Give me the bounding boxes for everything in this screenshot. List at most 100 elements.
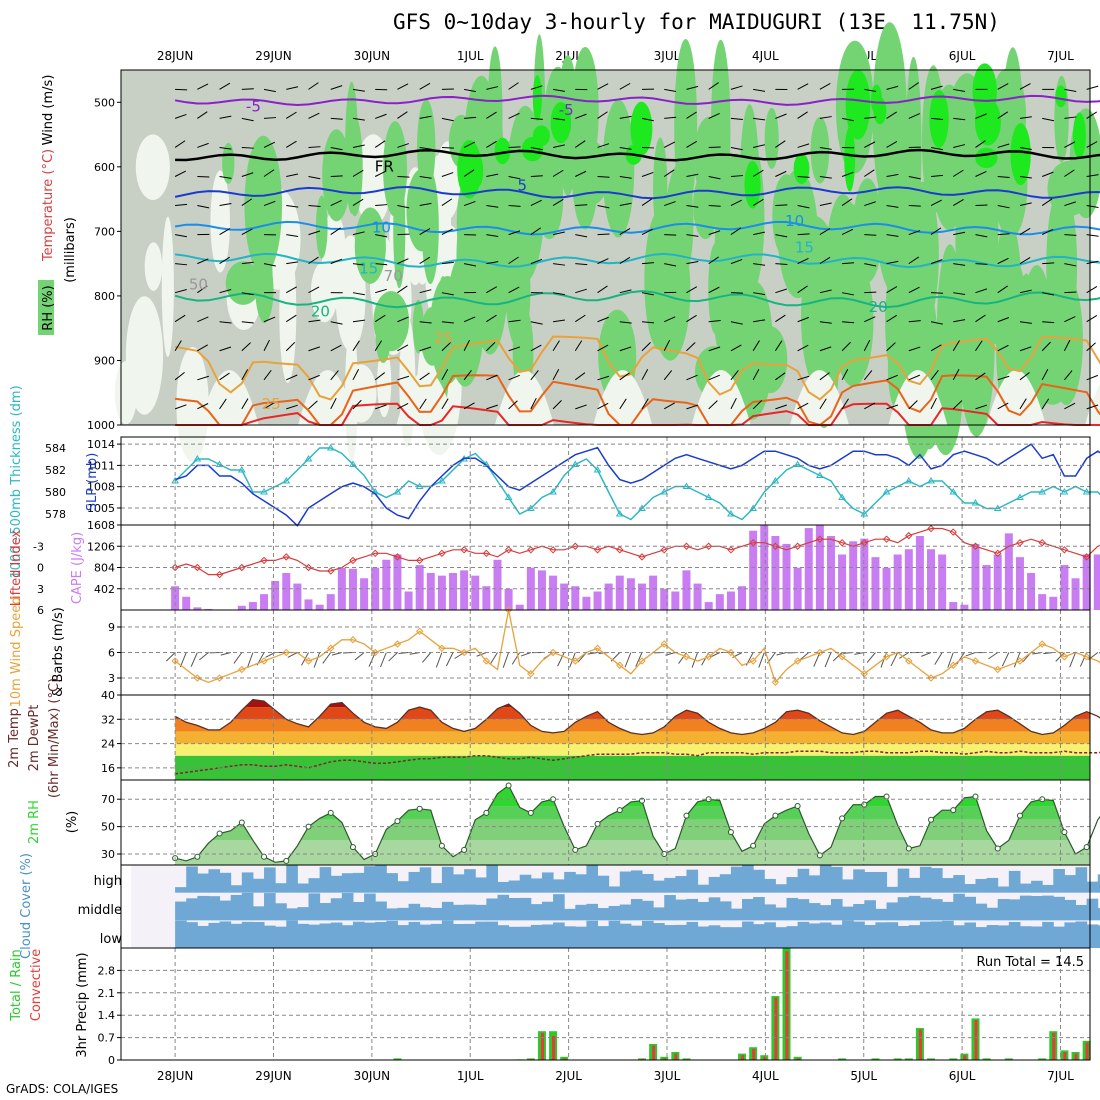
- wind-barb: [597, 258, 609, 265]
- date-label: 30JUN: [354, 49, 391, 63]
- lifted-index-marker: [838, 539, 846, 547]
- cloud-low-cell: [919, 921, 932, 948]
- wind-barb: [419, 372, 430, 381]
- cloud-low-cell: [786, 926, 799, 948]
- wind-barb: [753, 117, 766, 121]
- wind-barb: [575, 404, 587, 410]
- rh-unit-label: (%): [65, 811, 80, 834]
- wind-barb: [597, 285, 608, 294]
- wind-barb: [797, 205, 810, 209]
- precip-convective-bar: [1074, 1053, 1078, 1060]
- contour-label: 20: [869, 298, 888, 316]
- cloud-middle-cell: [708, 897, 721, 921]
- rh-saturated-patch: [494, 137, 511, 165]
- cloud-high-cell: [675, 876, 687, 893]
- wind-barb: [819, 146, 832, 150]
- wind-barb: [308, 176, 321, 180]
- cloud-low-cell: [886, 922, 899, 948]
- wind-barb: [463, 370, 472, 381]
- wind-barb: [753, 231, 766, 236]
- cloud-high-cell: [464, 869, 476, 893]
- wind-speed-marker: [371, 648, 379, 657]
- wind-barb: [975, 234, 988, 238]
- wind-barb: [552, 88, 565, 92]
- cloud-high-cell: [230, 885, 243, 893]
- thickness-series-marker: [260, 488, 268, 495]
- cloud-high-cell: [641, 873, 654, 893]
- wind-barb: [241, 369, 249, 381]
- wind-barb: [797, 344, 809, 352]
- wind-speed-marker: [616, 661, 624, 669]
- wind-barb: [1086, 374, 1098, 381]
- cloud-high-cell: [1008, 870, 1021, 893]
- cloud-high-cell: [297, 883, 310, 893]
- cloud-middle-cell: [630, 898, 643, 921]
- wind-speed-marker: [193, 674, 202, 682]
- wind-barb: [797, 111, 808, 119]
- wind-barb: [597, 402, 609, 410]
- wind-barb: [635, 652, 643, 667]
- contour-labels: -5 -5 FR 5 10 10 15 15 20 20 25 25 50 70: [189, 97, 888, 413]
- cloud-high-cell: [697, 884, 710, 893]
- cape-bar: [682, 570, 691, 610]
- rh-moist-patch: [498, 138, 530, 248]
- cloud-low-cell: [230, 923, 243, 948]
- wind-barb: [352, 399, 362, 410]
- cloud-high-cell: [708, 876, 721, 893]
- wind-barb: [686, 111, 697, 119]
- cloud-low-cell: [375, 922, 387, 948]
- cloud-high-cell: [597, 875, 610, 893]
- lifted-index-marker: [549, 546, 557, 554]
- rh-marker: [883, 793, 890, 800]
- y-tick-label: 1206: [87, 540, 115, 553]
- wind-barb: [597, 233, 610, 236]
- cape-bar: [1015, 557, 1024, 610]
- wind-barb: [664, 141, 676, 148]
- thickness-series-marker: [660, 488, 669, 495]
- temp-label: 2m Temp: [7, 708, 22, 768]
- y-tick-label: 600: [94, 161, 115, 174]
- contour-label: 15: [359, 259, 378, 277]
- wind-barb: [886, 140, 898, 148]
- rh-moist-patch: [571, 118, 599, 230]
- wind-barb: [797, 258, 809, 265]
- wind-barb: [552, 169, 564, 177]
- cloud-low-cell: [1042, 921, 1054, 948]
- precip-hgrid: [121, 969, 1090, 1061]
- wind-barb: [997, 111, 1009, 119]
- wind-barb: [552, 340, 560, 352]
- rh-saturated-patch: [975, 147, 998, 169]
- y-tick-label: 70: [101, 793, 115, 806]
- slp-hgrid: [121, 443, 1090, 509]
- wind-barb: [775, 263, 788, 265]
- rh-moist-patch: [412, 299, 424, 354]
- cloud-high-cell: [375, 865, 387, 893]
- cloud-high-cell: [286, 865, 298, 893]
- cloud-low-cell: [942, 920, 954, 948]
- wind-barb: [708, 230, 721, 236]
- cloud-high-cell: [386, 873, 398, 893]
- wind-barb: [797, 316, 809, 323]
- lifted-index-marker: [482, 549, 491, 558]
- wind-barb: [1064, 169, 1075, 177]
- date-label: 5JUL: [850, 1069, 877, 1083]
- wind-barb: [842, 321, 855, 324]
- wind-barb: [308, 230, 321, 236]
- cloud-middle-cell: [197, 895, 209, 921]
- precip-convective-bar: [552, 1036, 556, 1060]
- wind-barb: [552, 369, 560, 381]
- wind-barb: [197, 205, 210, 209]
- wind-barb: [752, 169, 764, 177]
- cape-bar: [871, 557, 880, 610]
- wind-barb: [997, 143, 1010, 148]
- cape-bar: [938, 554, 947, 610]
- thickness-series-marker: [615, 510, 624, 517]
- precip-convective-bar: [1085, 1042, 1089, 1060]
- wind-barb: [775, 234, 788, 238]
- wind-barb: [330, 146, 343, 151]
- rh-dry-patch: [125, 296, 164, 415]
- date-label: 4JUL: [752, 49, 779, 63]
- wind-barb: [797, 83, 809, 90]
- top-date-axis: 28JUN29JUN30JUN1JUL2JUL3JUL4JUL5JUL6JUL7…: [157, 49, 1074, 63]
- precip-convective-bar: [652, 1045, 656, 1060]
